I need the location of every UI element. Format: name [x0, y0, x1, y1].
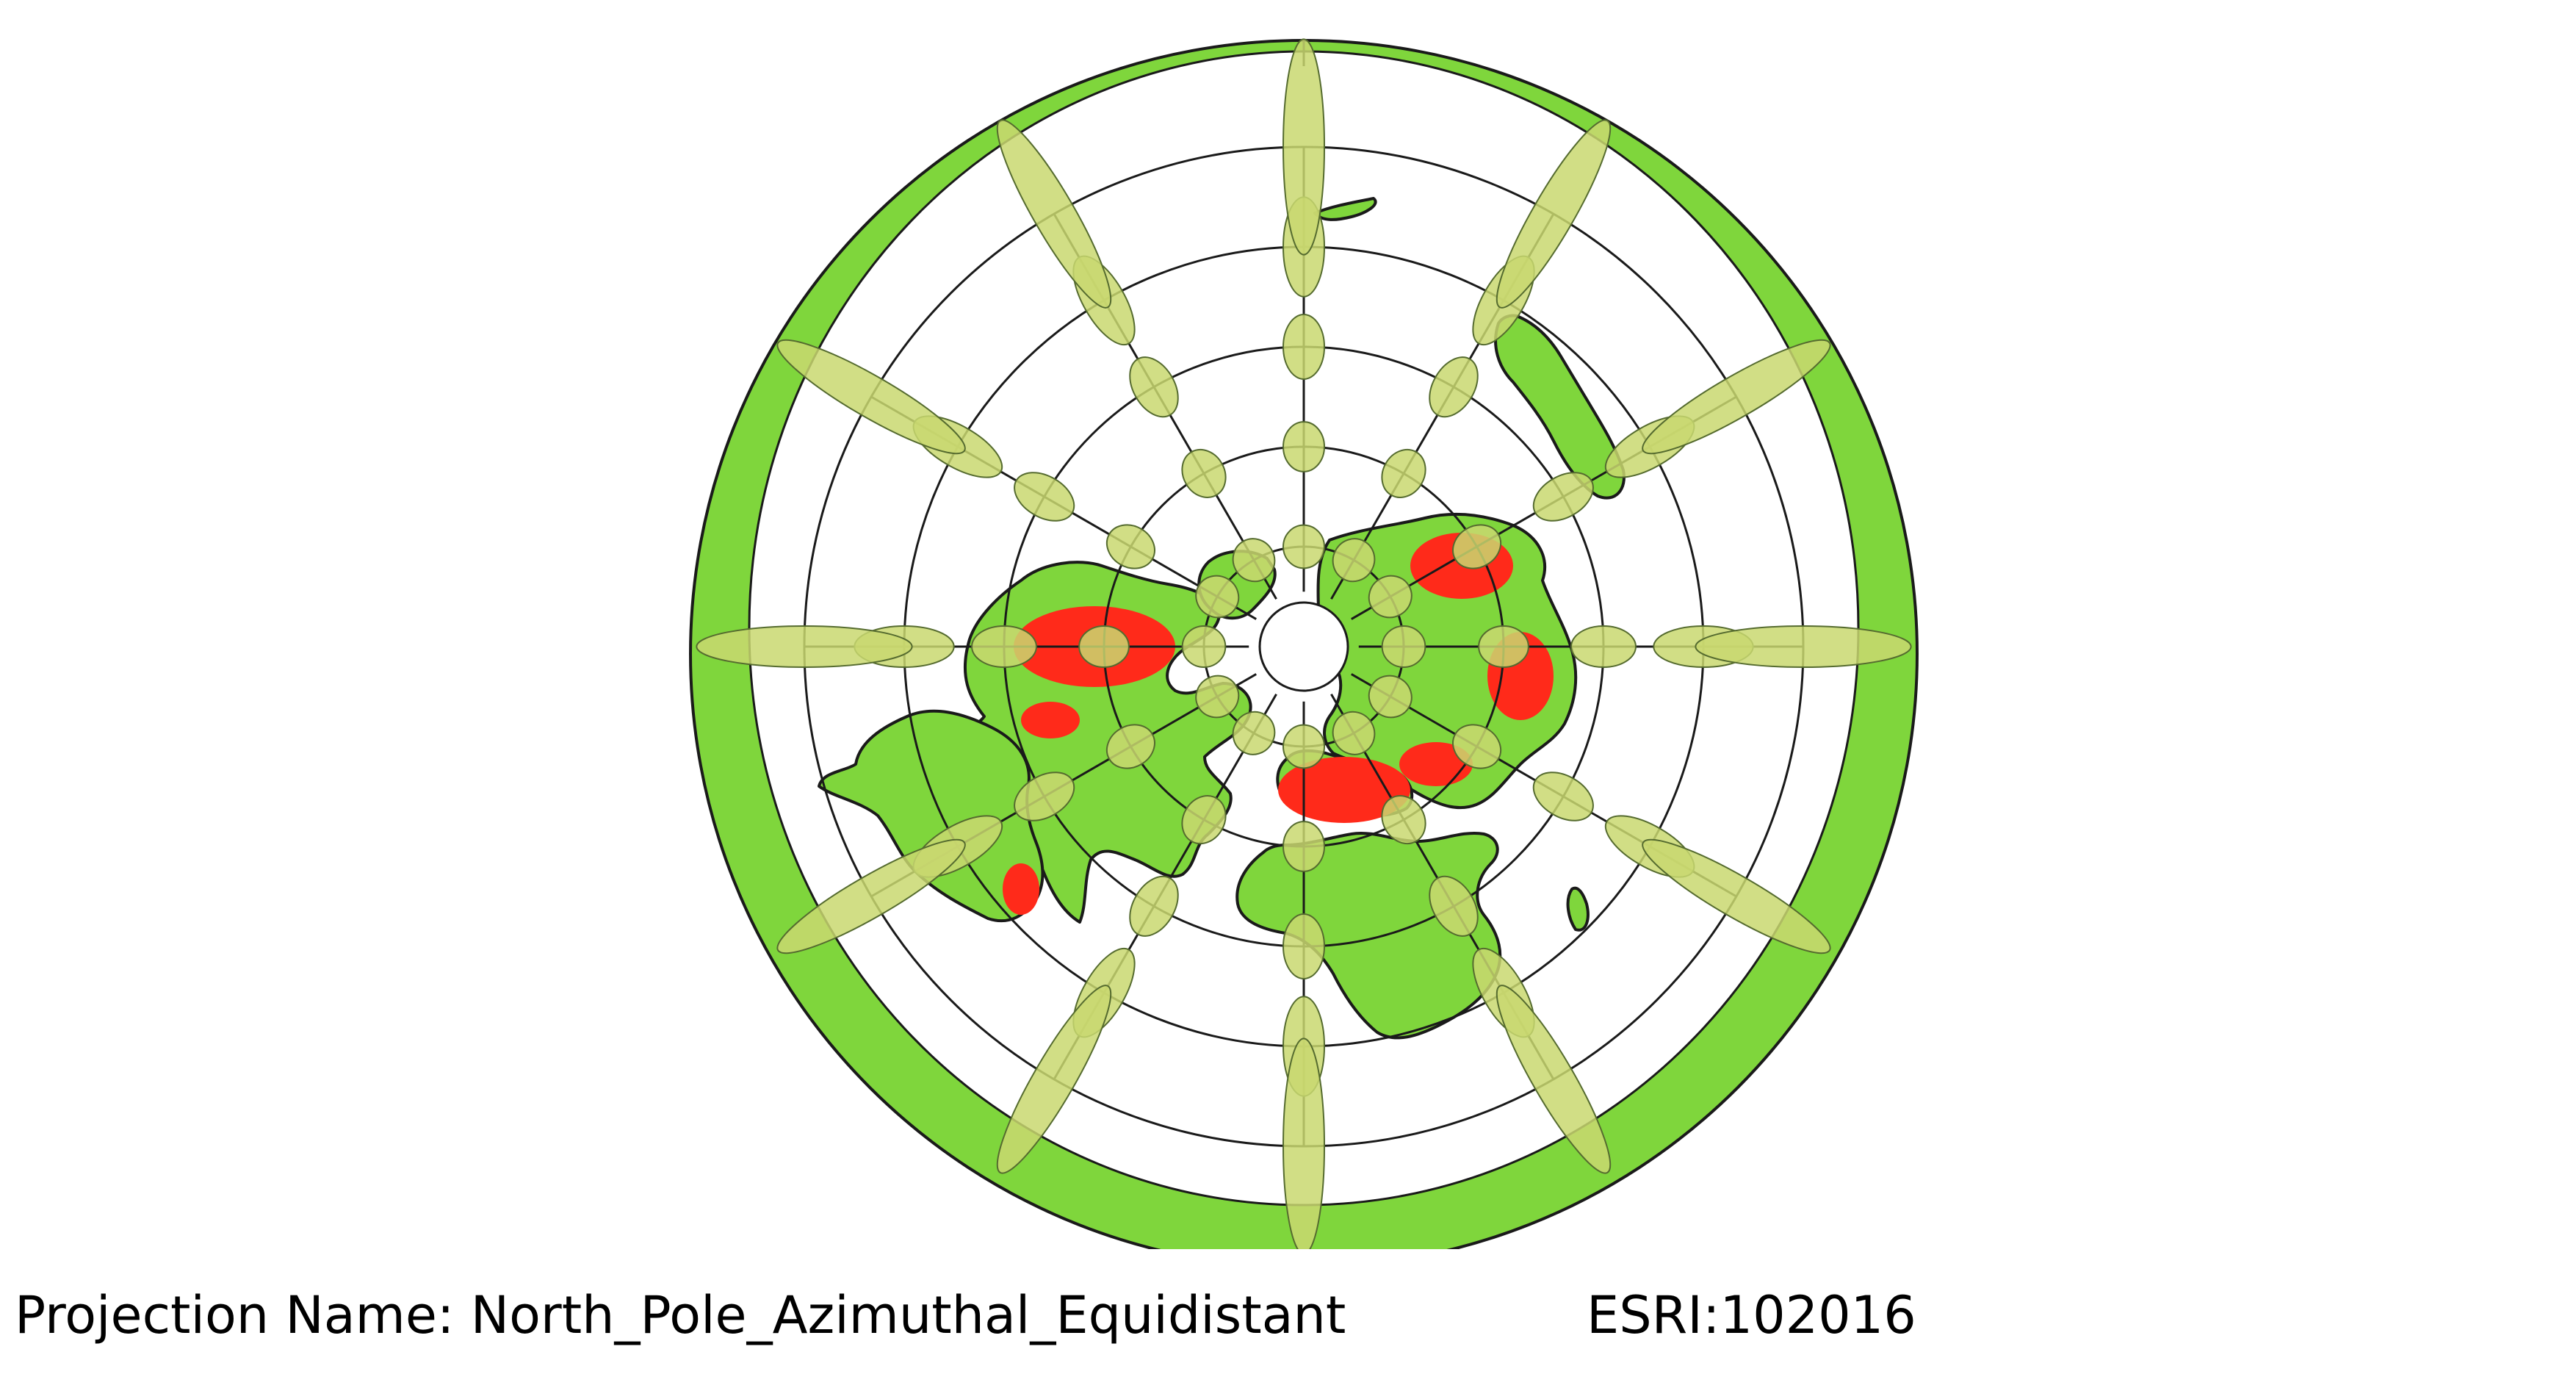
tissot-ellipse — [1078, 625, 1130, 668]
tissot-ellipse — [776, 339, 966, 455]
point-cluster-central-america — [1021, 702, 1080, 738]
tissot-ellipse — [1014, 472, 1075, 522]
tissot-ellipse — [996, 985, 1112, 1174]
tissot-ellipse — [971, 625, 1037, 668]
tissot-ellipse — [1532, 772, 1594, 821]
tissot-ellipse — [1232, 538, 1276, 583]
tissot-ellipse — [1570, 625, 1637, 668]
tissot-ellipse — [1496, 985, 1612, 1174]
tissot-ellipse — [1532, 472, 1594, 522]
tissot-ellipse — [1381, 625, 1426, 668]
tissot-ellipse — [1452, 524, 1502, 569]
tissot-ellipse — [776, 838, 966, 954]
tissot-ellipse — [1181, 625, 1227, 668]
tissot-ellipse — [1332, 538, 1376, 583]
tissot-ellipse — [1429, 356, 1479, 418]
tissot-ellipse — [1642, 339, 1831, 455]
tissot-ellipse — [1381, 795, 1426, 845]
tissot-ellipse — [1429, 875, 1479, 937]
projection-name-caption: Projection Name: North_Pole_Azimuthal_Eq… — [15, 1285, 1346, 1345]
tissot-ellipse — [1452, 724, 1502, 769]
projection-code-caption: ESRI:102016 — [1587, 1285, 1916, 1345]
tissot-ellipse — [1695, 625, 1912, 668]
tissot-ellipse — [1282, 524, 1325, 569]
land-madagascar — [1566, 886, 1590, 932]
tissot-ellipse — [1381, 448, 1426, 498]
tissot-ellipse — [1129, 356, 1179, 418]
tissot-ellipse — [1368, 675, 1413, 719]
tissot-ellipse — [696, 625, 913, 668]
tissot-ellipse — [1478, 625, 1529, 668]
tissot-indicatrices — [696, 38, 1912, 1249]
tissot-ellipse — [1105, 524, 1155, 569]
point-cluster-south-america — [1003, 863, 1039, 915]
tissot-ellipse — [1105, 724, 1155, 769]
tissot-ellipse — [1181, 795, 1227, 845]
tissot-ellipse — [1282, 724, 1325, 769]
tissot-ellipse — [1642, 838, 1831, 954]
tissot-ellipse — [1181, 448, 1227, 498]
tissot-ellipse — [1282, 314, 1325, 380]
tissot-ellipse — [1232, 711, 1276, 755]
tissot-ellipse — [1014, 772, 1075, 821]
land-island — [1313, 197, 1377, 221]
tissot-ellipse — [1195, 675, 1240, 719]
tissot-ellipse — [1282, 421, 1325, 472]
tissot-ellipse — [996, 119, 1112, 309]
tissot-ellipse — [1195, 575, 1240, 619]
tissot-ellipse — [1496, 119, 1612, 309]
point-cluster-middle-east — [1399, 742, 1473, 786]
tissot-ellipse — [1332, 711, 1376, 755]
tissot-ellipse — [1368, 575, 1413, 619]
tissot-ellipse — [1282, 1038, 1325, 1249]
tissot-ellipse — [1129, 875, 1179, 937]
azimuthal-map — [689, 38, 1919, 1249]
tissot-ellipse — [1282, 913, 1325, 979]
north-pole-region — [1258, 601, 1349, 692]
tissot-ellipse — [1282, 821, 1325, 872]
tissot-ellipse — [1282, 38, 1325, 256]
